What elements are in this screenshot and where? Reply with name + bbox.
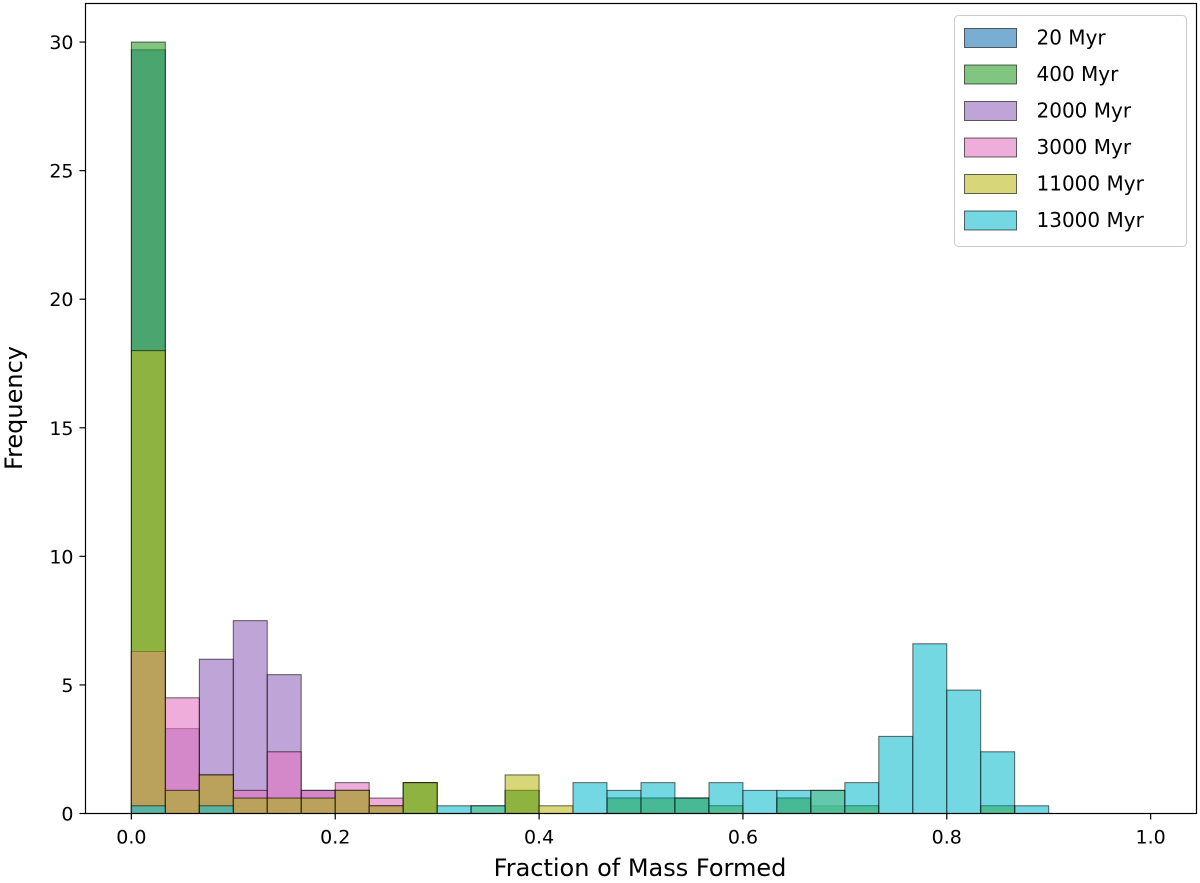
bar-13000-myr-bin-21 [844,782,880,815]
bar-13000-myr-bin-20 [810,789,846,814]
x-tick-label: 0.6 [728,827,758,849]
series-13000-myr [130,643,1050,815]
bar-13000-myr-bin-25 [980,751,1016,814]
x-tick-label: 0.2 [320,827,350,849]
bar-13000-myr-bin-15 [640,782,676,815]
legend-item-3000-myr: 3000 Myr [964,135,1132,159]
legend-swatch [964,174,1017,194]
x-tick-label: 0.4 [524,827,554,849]
legend-item-20-myr: 20 Myr [964,26,1107,50]
bar-13000-myr-bin-14 [606,789,642,814]
y-axis: 0 5 10 15 20 25 30 [49,32,86,826]
bar-11000-myr-bin-3 [232,797,268,815]
bar-13000-myr-bin-10 [470,805,506,814]
x-axis: 0.0 0.2 0.4 0.6 0.8 1.0 [116,813,1166,849]
x-tick-label: 0.0 [116,827,146,849]
y-tick-label: 25 [49,161,73,183]
bar-11000-myr-bin-4 [266,797,302,815]
y-tick-label: 15 [49,418,73,440]
plot-frame [84,2,1198,815]
bar-13000-myr-bin-2 [198,805,234,814]
bar-13000-myr-bin-16 [674,797,710,815]
bar-11000-myr-bin-1 [164,789,200,814]
y-tick-label: 20 [49,289,73,311]
bar-13000-myr-bin-0 [130,805,166,814]
legend-swatch [964,210,1017,231]
bar-11000-myr-bin-12 [538,805,574,814]
bar-11000-myr-bin-0 [130,350,166,814]
legend-label: 13000 Myr [1037,208,1145,232]
legend-item-400-myr: 400 Myr [964,62,1120,86]
legend-label: 2000 Myr [1037,99,1132,123]
legend-label: 400 Myr [1037,62,1120,86]
bar-13000-myr-bin-13 [572,782,608,815]
legend-label: 20 Myr [1037,26,1107,50]
bar-13000-myr-bin-26 [1014,805,1050,814]
legend-swatch [964,28,1017,48]
legend-label: 3000 Myr [1037,135,1132,159]
legend-item-2000-myr: 2000 Myr [964,99,1132,123]
y-tick-label: 10 [49,546,73,568]
bar-13000-myr-bin-19 [776,789,812,814]
bar-11000-myr-bin-11 [504,774,540,814]
x-tick-label: 1.0 [1136,827,1166,849]
bar-11000-myr-bin-7 [368,805,404,814]
bar-2000-myr-bin-3 [232,620,268,815]
legend-swatch [964,64,1017,85]
legend-swatch [964,137,1017,158]
bar-11000-myr-bin-8 [402,782,438,815]
bar-11000-myr-bin-6 [334,789,370,814]
bar-13000-myr-bin-24 [946,689,982,815]
bar-11000-myr-bin-5 [300,797,336,815]
bar-13000-myr-bin-18 [742,789,778,814]
y-tick-label: 30 [49,32,73,54]
x-axis-label: Fraction of Mass Formed [494,854,787,882]
bar-13000-myr-bin-22 [878,735,914,814]
bar-13000-myr-bin-17 [708,782,744,815]
bar-13000-myr-bin-9 [436,805,472,814]
y-tick-label: 5 [61,675,73,697]
y-axis-label: Frequency [0,346,28,470]
x-tick-label: 0.8 [932,827,962,849]
legend-item-11000-myr: 11000 Myr [964,172,1145,196]
legend-label: 11000 Myr [1037,172,1145,196]
legend-swatch [964,101,1017,121]
y-tick-label: 0 [61,804,73,826]
histogram-bars [130,41,1050,815]
legend: 20 Myr 400 Myr 2000 Myr 3000 Myr 11000 Myr 13… [954,15,1187,247]
bar-13000-myr-bin-23 [912,643,948,814]
legend-item-13000-myr: 13000 Myr [964,208,1145,232]
